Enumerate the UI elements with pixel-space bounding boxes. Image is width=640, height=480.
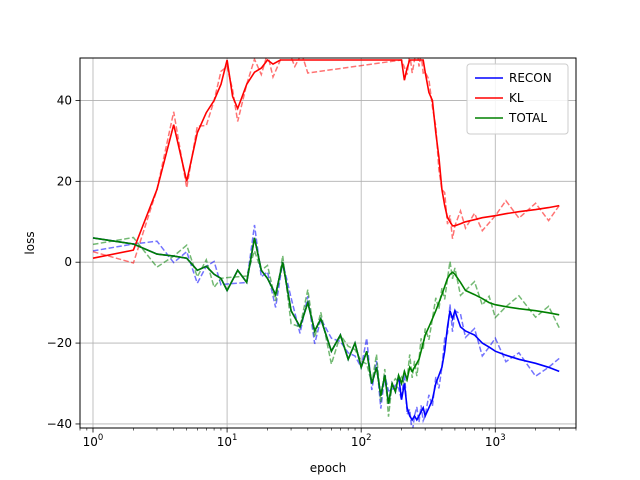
series-total-line [92,237,560,404]
y-tick-label: 40 [57,93,72,107]
y-tick-label: 0 [64,255,72,269]
series-kl-dashed-line [92,58,560,264]
series-kl-line [92,58,560,259]
legend-label-kl: KL [509,91,524,105]
legend-label-recon: RECON [509,71,552,85]
y-axis-ticks: −40 −20 0 20 40 [47,93,80,431]
plot-frame [79,57,577,429]
legend-frame [466,63,569,135]
series-lines [92,58,560,428]
x-axis-label: epoch [310,461,347,475]
legend: RECON KL TOTAL [466,63,569,135]
legend-label-total: TOTAL [508,111,547,125]
x-tick-exponent: 1 [232,433,237,443]
x-tick-exponent: 3 [500,433,505,443]
y-axis-label: loss [23,231,37,254]
y-tick-label: 20 [57,174,72,188]
x-tick-exponent: 0 [98,433,103,443]
y-tick-label: −40 [47,417,72,431]
x-tick-exponent: 2 [366,433,371,443]
y-tick-label: −20 [47,336,72,350]
